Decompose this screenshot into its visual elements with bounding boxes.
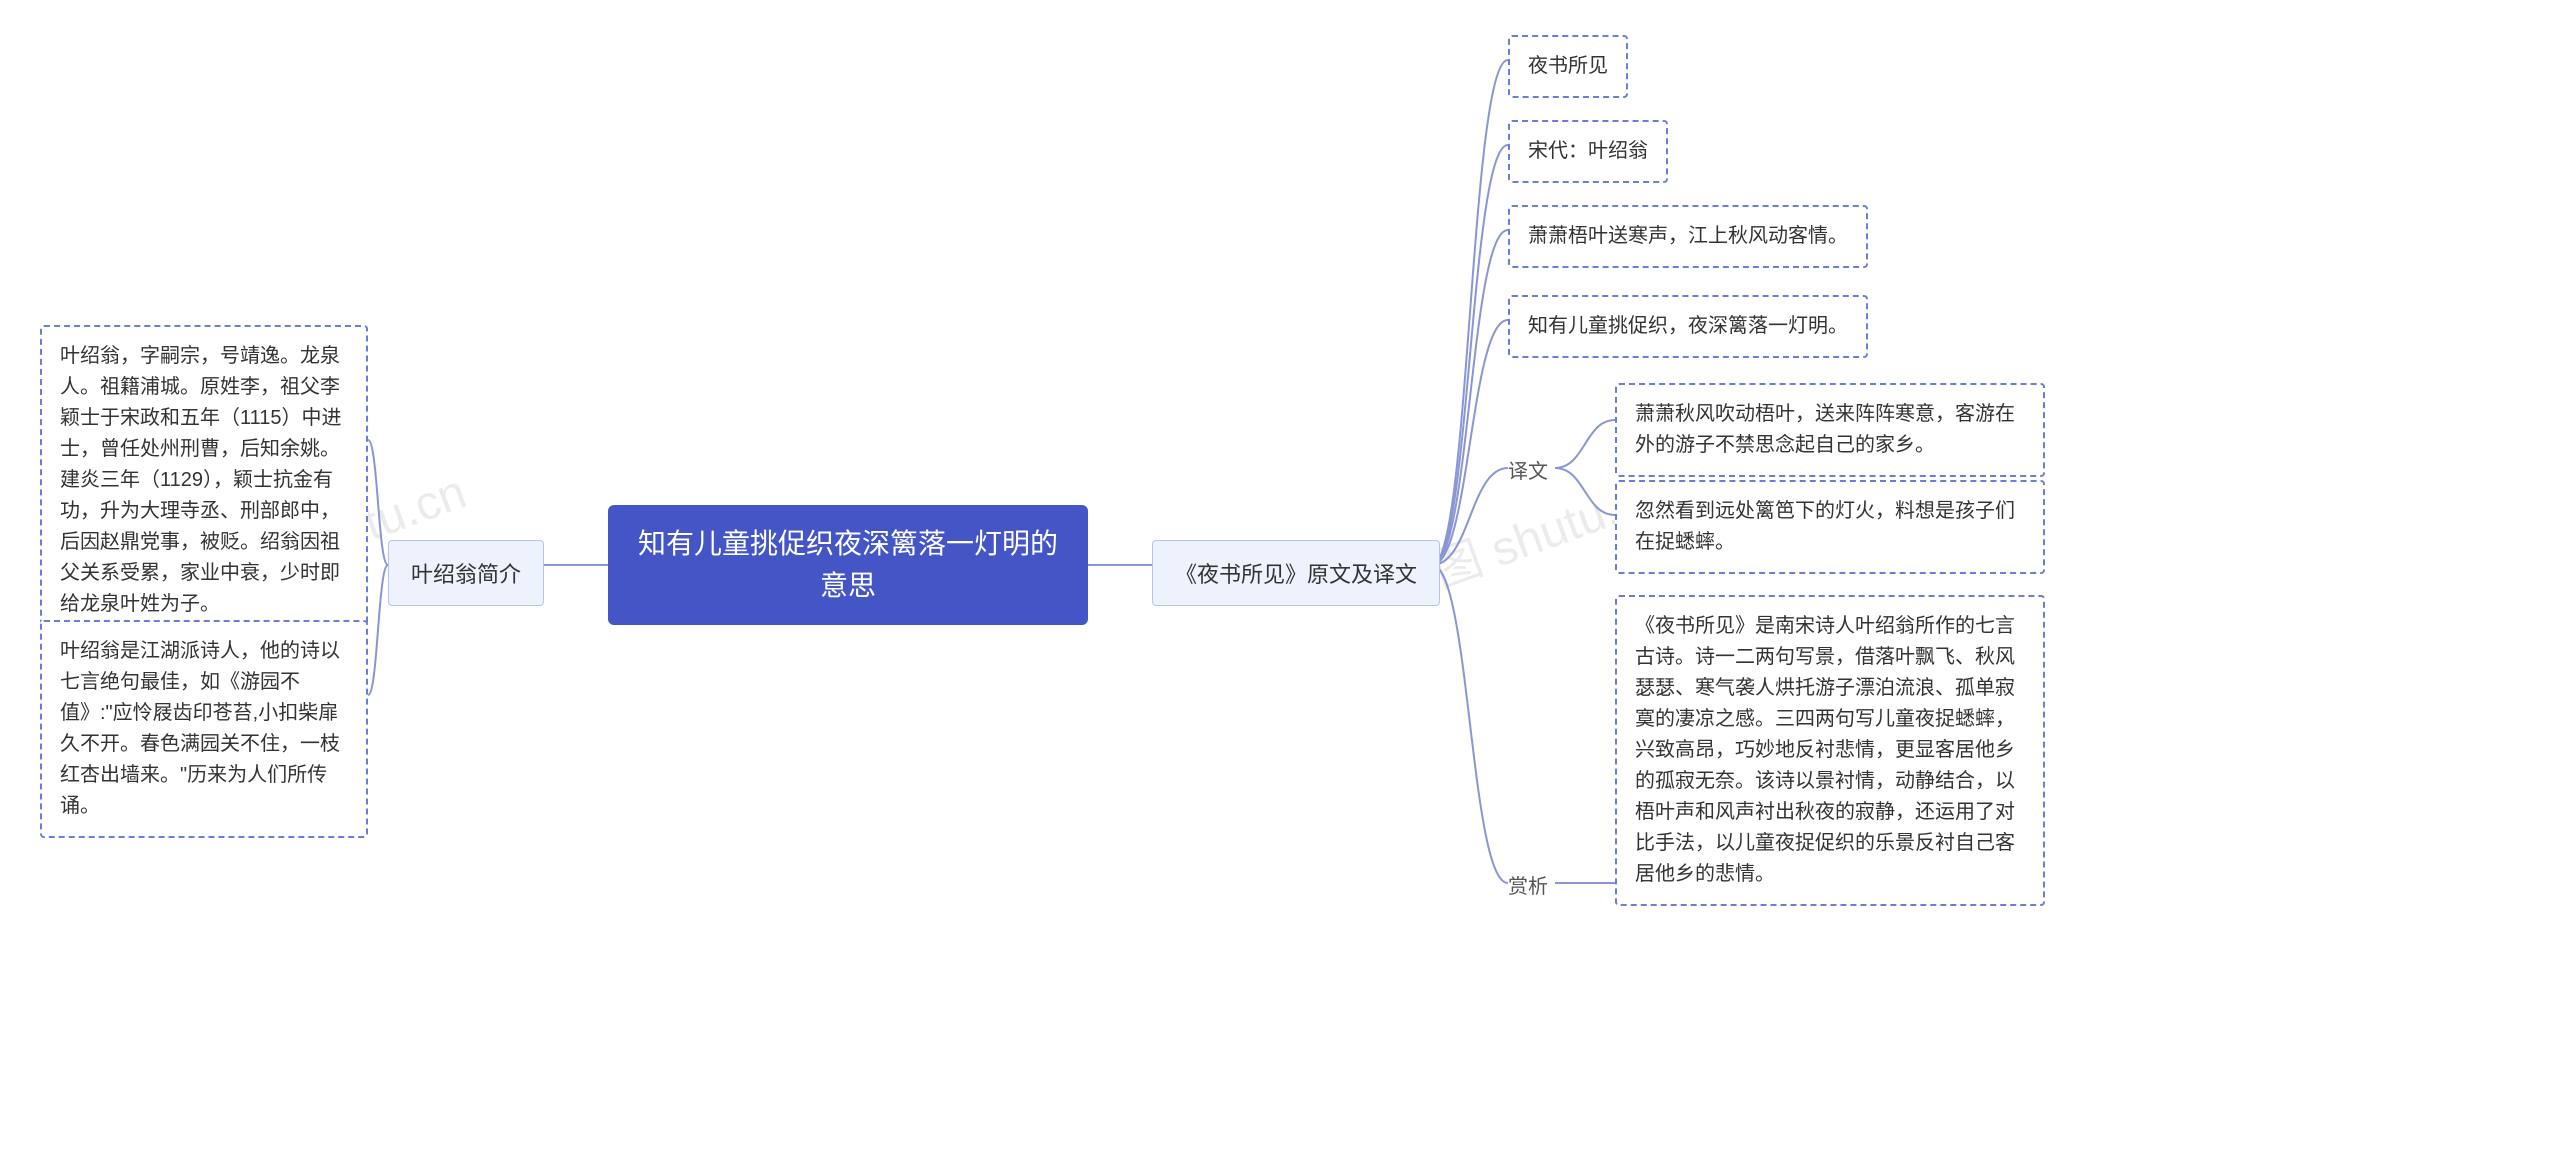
- left-leaf-1: 叶绍翁，字嗣宗，号靖逸。龙泉人。祖籍浦城。原姓李，祖父李颖士于宋政和五年（111…: [40, 325, 368, 636]
- yiwen-item-2: 忽然看到远处篱笆下的灯火，料想是孩子们在捉蟋蟀。: [1615, 480, 2045, 574]
- left-leaf-2: 叶绍翁是江湖派诗人，他的诗以七言绝句最佳，如《游园不值》:"应怜屐齿印苍苔,小扣…: [40, 620, 368, 838]
- left-branch-label: 叶绍翁简介: [411, 562, 521, 587]
- right-branch-label: 《夜书所见》原文及译文: [1175, 562, 1417, 587]
- right-branch: 《夜书所见》原文及译文: [1152, 540, 1440, 606]
- shangxi-item-1: 《夜书所见》是南宋诗人叶绍翁所作的七言古诗。诗一二两句写景，借落叶飘飞、秋风瑟瑟…: [1615, 595, 2045, 906]
- root-node: 知有儿童挑促织夜深篱落一灯明的意思: [608, 505, 1088, 625]
- yiwen-label: 译文: [1508, 455, 1548, 484]
- right-leaf-4: 知有儿童挑促织，夜深篱落一灯明。: [1508, 295, 1868, 358]
- left-branch: 叶绍翁简介: [388, 540, 544, 606]
- yiwen-item-1: 萧萧秋风吹动梧叶，送来阵阵寒意，客游在外的游子不禁思念起自己的家乡。: [1615, 383, 2045, 477]
- right-leaf-1: 夜书所见: [1508, 35, 1628, 98]
- root-title: 知有儿童挑促织夜深篱落一灯明的意思: [628, 523, 1068, 607]
- right-leaf-3: 萧萧梧叶送寒声，江上秋风动客情。: [1508, 205, 1868, 268]
- shangxi-label: 赏析: [1508, 870, 1548, 899]
- right-leaf-2: 宋代：叶绍翁: [1508, 120, 1668, 183]
